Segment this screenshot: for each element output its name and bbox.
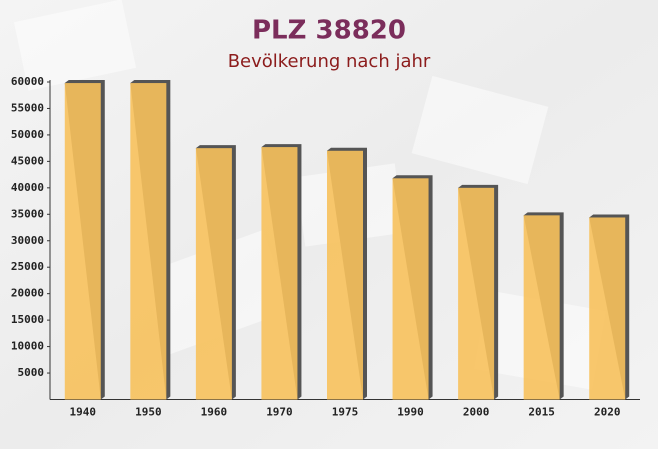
y-tick-label: 25000 — [11, 260, 44, 273]
bar — [64, 83, 101, 400]
x-tick-label: 2000 — [463, 406, 490, 419]
x-tick-label: 2020 — [594, 406, 621, 419]
bar — [195, 148, 232, 400]
x-tick-label: 1975 — [332, 406, 359, 419]
chart-title: PLZ 38820 — [252, 16, 406, 46]
x-tick-label: 2015 — [528, 406, 555, 419]
y-tick-label: 50000 — [11, 128, 44, 141]
y-tick-label: 60000 — [11, 75, 44, 88]
bar — [327, 150, 363, 400]
bar — [589, 217, 626, 400]
y-tick-label: 35000 — [11, 207, 44, 220]
bar — [523, 215, 560, 400]
bar — [130, 83, 167, 400]
chart-subtitle: Bevölkerung nach jahr — [228, 51, 431, 72]
x-tick-label: 1950 — [135, 406, 162, 419]
y-tick-label: 10000 — [11, 340, 44, 353]
bar — [392, 178, 429, 400]
y-tick-label: 20000 — [11, 287, 44, 300]
bar — [261, 147, 298, 400]
y-tick-label: 40000 — [11, 181, 44, 194]
bar — [458, 187, 495, 400]
x-tick-label: 1970 — [266, 406, 293, 419]
y-tick-label: 45000 — [11, 154, 44, 167]
x-tick-label: 1940 — [70, 406, 97, 419]
y-tick-label: 55000 — [11, 101, 44, 114]
x-tick-label: 1990 — [397, 406, 424, 419]
y-tick-label: 15000 — [11, 313, 44, 326]
y-tick-label: 30000 — [11, 234, 44, 247]
x-tick-label: 1960 — [201, 406, 228, 419]
y-tick-label: 5000 — [18, 366, 45, 379]
